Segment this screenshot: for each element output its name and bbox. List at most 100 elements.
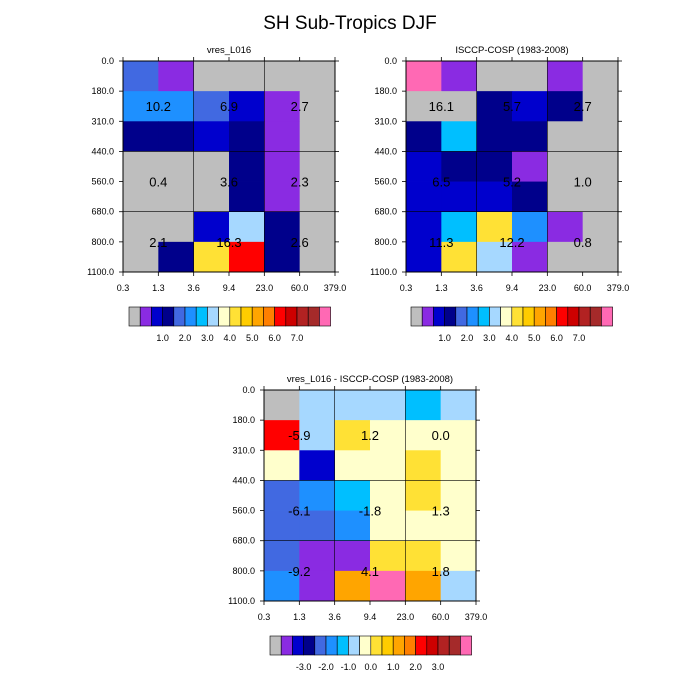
heatmap-cell	[405, 420, 442, 451]
panel-2: ISCCP-COSP (1983-2008) 0.3 1.3 3.6 9.4 23.0 60…	[370, 45, 629, 343]
panel-title: vres_L016 - ISCCP-COSP (1983-2008)	[287, 374, 453, 385]
colorbar: 1.0 2.0 3.0 4.0 5.0 6.0 7.0	[410, 306, 613, 343]
colorbar-swatch	[292, 635, 304, 656]
colorbar-swatch	[448, 635, 461, 656]
block-value-label: -5.9	[288, 428, 310, 443]
heatmap-cell	[334, 540, 371, 572]
heatmap-cell	[264, 121, 301, 152]
heatmap-cell	[264, 450, 300, 481]
heatmap-cell	[158, 211, 195, 243]
colorbar-swatch	[269, 635, 282, 656]
colorbar-swatch	[466, 306, 479, 327]
heatmap-cell	[229, 241, 265, 273]
y-tick-label: 560.0	[91, 177, 114, 187]
heatmap-cell	[370, 480, 406, 511]
block-value-label: 10.2	[146, 99, 171, 114]
panel-title: vres_L016	[207, 45, 251, 56]
heatmap-cell	[440, 480, 477, 511]
colorbar-swatch	[314, 635, 327, 656]
heatmap-cell	[441, 241, 478, 273]
heatmap-cell	[582, 61, 619, 92]
y-tick-label: 800.0	[232, 566, 255, 576]
x-tick-label: 60.0	[291, 283, 309, 293]
heatmap-cell	[405, 480, 442, 511]
colorbar-swatch	[240, 306, 253, 327]
heatmap-cell	[512, 181, 548, 213]
heatmap-cell	[193, 121, 230, 152]
panel-3: vres_L016 - ISCCP-COSP (1983-2008) 0.3 1.3…	[228, 374, 487, 672]
y-tick-label: 0.0	[101, 56, 114, 66]
y-tick-label: 180.0	[374, 86, 397, 96]
colorbar-swatch	[325, 635, 338, 656]
heatmap-cell	[512, 121, 548, 152]
colorbar-swatch	[489, 306, 501, 327]
heatmap-cell	[299, 510, 336, 542]
heatmap-cell	[299, 181, 336, 213]
heatmap-cell	[370, 420, 406, 451]
heatmap-cell	[441, 121, 478, 152]
colorbar-label: 4.0	[224, 333, 237, 343]
heatmap-cell	[441, 181, 478, 213]
heatmap-cell	[123, 121, 159, 152]
heatmap-cell	[299, 390, 336, 421]
panels: vres_L016 0.3 1.3 3.6 9.4 23.0 60.0 379.0 0.0 180…	[87, 45, 629, 672]
heatmap-cell	[547, 181, 584, 213]
colorbar-swatch	[426, 635, 439, 656]
heatmap-cell	[123, 211, 159, 243]
heatmap-cell	[229, 91, 265, 122]
colorbar-label: 3.0	[432, 662, 445, 672]
heatmap-cell	[264, 540, 300, 572]
block-value-label: -6.1	[288, 504, 310, 519]
block-value-label: 0.0	[432, 428, 450, 443]
x-tick-label: 3.6	[328, 612, 341, 622]
heatmap-cell	[547, 241, 584, 273]
y-tick-label: 800.0	[91, 237, 114, 247]
heatmap-cell	[123, 151, 159, 182]
heatmap-cell	[476, 91, 513, 122]
y-tick-label: 560.0	[232, 506, 255, 516]
colorbar-swatch	[162, 306, 175, 327]
colorbar-swatch	[139, 306, 152, 327]
heatmap-cell	[441, 61, 478, 92]
colorbar-swatch	[522, 306, 535, 327]
y-tick-label: 1100.0	[87, 267, 114, 277]
colorbar-label: 3.0	[483, 333, 496, 343]
heatmap-cell	[440, 510, 477, 542]
heatmap-cell	[582, 211, 619, 243]
heatmap-cell	[370, 570, 406, 602]
block-value-label: 1.0	[574, 175, 592, 190]
heatmap-cell	[264, 181, 301, 213]
colorbar-label: 5.0	[246, 333, 259, 343]
heatmap-cell	[405, 450, 442, 481]
colorbar-label: 2.0	[461, 333, 474, 343]
heatmap-cell	[370, 510, 406, 542]
colorbar-label: 1.0	[156, 333, 169, 343]
colorbar-label: 1.0	[387, 662, 400, 672]
heatmap-cell	[441, 91, 478, 122]
heatmap-cell	[299, 91, 336, 122]
heatmap-cell	[193, 181, 230, 213]
colorbar-swatch	[348, 635, 360, 656]
heatmap-cell	[370, 390, 406, 421]
heatmap-cell	[440, 420, 477, 451]
heatmap-cell	[158, 61, 195, 92]
colorbar-swatch	[460, 635, 472, 656]
heatmap-cell	[547, 211, 584, 243]
heatmap-cell	[582, 151, 619, 182]
heatmap-cell	[582, 91, 619, 122]
x-tick-label: 60.0	[432, 612, 450, 622]
x-tick-label: 1.3	[152, 283, 165, 293]
colorbar-label: 6.0	[550, 333, 563, 343]
heatmap-cell	[512, 91, 548, 122]
heatmap-cell	[547, 61, 584, 92]
block-value-label: 12.2	[499, 235, 524, 250]
colorbar-swatch	[151, 306, 163, 327]
heatmap-cell	[334, 570, 371, 602]
colorbar-swatch	[296, 306, 309, 327]
heatmap-cell	[299, 241, 336, 273]
colorbar-swatch	[500, 306, 513, 327]
colorbar-swatch	[307, 306, 320, 327]
colorbar-swatch	[567, 306, 580, 327]
colorbar-label: 2.0	[409, 662, 422, 672]
colorbar: 1.0 2.0 3.0 4.0 5.0 6.0 7.0	[128, 306, 331, 343]
